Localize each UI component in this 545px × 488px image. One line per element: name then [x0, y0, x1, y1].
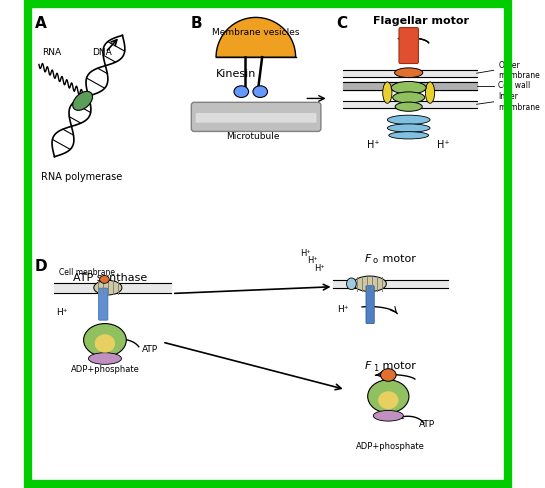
Ellipse shape	[380, 369, 396, 381]
Wedge shape	[216, 18, 295, 57]
Text: D: D	[35, 259, 48, 274]
Ellipse shape	[389, 132, 428, 139]
Text: F: F	[365, 361, 371, 371]
Ellipse shape	[378, 391, 398, 409]
Text: motor: motor	[379, 254, 415, 264]
Ellipse shape	[353, 276, 386, 291]
Ellipse shape	[387, 115, 430, 124]
Text: motor: motor	[379, 361, 415, 371]
Text: B: B	[190, 16, 202, 31]
Text: H⁺: H⁺	[367, 140, 380, 149]
Text: Cell menbrane: Cell menbrane	[59, 268, 116, 277]
Text: ATP: ATP	[419, 420, 435, 429]
Ellipse shape	[100, 276, 110, 284]
Text: Flagellar motor: Flagellar motor	[373, 16, 469, 26]
FancyBboxPatch shape	[99, 288, 108, 320]
FancyBboxPatch shape	[191, 102, 321, 131]
Ellipse shape	[387, 124, 430, 132]
Text: RNA polymerase: RNA polymerase	[40, 172, 122, 182]
Text: ADP+phosphate: ADP+phosphate	[356, 442, 425, 451]
Text: H⁺: H⁺	[314, 264, 325, 273]
Text: ATP synthase: ATP synthase	[73, 273, 147, 283]
FancyBboxPatch shape	[196, 113, 317, 122]
Ellipse shape	[373, 410, 403, 421]
Text: Outer
membrane: Outer membrane	[499, 61, 540, 80]
Text: Kinesin: Kinesin	[216, 69, 257, 79]
Ellipse shape	[94, 281, 122, 295]
Ellipse shape	[72, 91, 93, 110]
Text: DNA: DNA	[92, 48, 112, 57]
Text: F: F	[365, 254, 371, 264]
Ellipse shape	[347, 278, 356, 289]
Text: H⁺: H⁺	[307, 257, 318, 265]
Text: H⁺: H⁺	[57, 308, 68, 317]
Text: Inner
membrane: Inner membrane	[499, 92, 540, 112]
Text: A: A	[35, 16, 47, 31]
Ellipse shape	[391, 81, 426, 94]
Text: Cell wall: Cell wall	[499, 81, 531, 90]
Text: H⁺: H⁺	[300, 249, 311, 258]
FancyBboxPatch shape	[399, 28, 419, 63]
Ellipse shape	[253, 86, 268, 98]
Text: 1: 1	[373, 364, 378, 373]
Text: Microtubule: Microtubule	[226, 132, 279, 141]
Text: C: C	[336, 16, 347, 31]
FancyBboxPatch shape	[366, 286, 374, 324]
Text: H⁺: H⁺	[437, 140, 450, 149]
Ellipse shape	[95, 334, 115, 353]
Text: Membrane vesicles: Membrane vesicles	[212, 28, 300, 38]
Ellipse shape	[234, 86, 249, 98]
Ellipse shape	[368, 380, 409, 413]
Text: RNA: RNA	[43, 48, 62, 57]
Text: o: o	[373, 257, 378, 265]
Ellipse shape	[393, 92, 425, 103]
Ellipse shape	[395, 102, 422, 111]
Text: ATP: ATP	[142, 346, 158, 354]
Ellipse shape	[83, 324, 126, 357]
Ellipse shape	[395, 68, 423, 78]
Ellipse shape	[426, 82, 435, 103]
Ellipse shape	[383, 82, 392, 103]
Ellipse shape	[88, 353, 122, 365]
Text: H⁺: H⁺	[337, 305, 349, 313]
Text: ADP+phosphate: ADP+phosphate	[71, 365, 140, 374]
